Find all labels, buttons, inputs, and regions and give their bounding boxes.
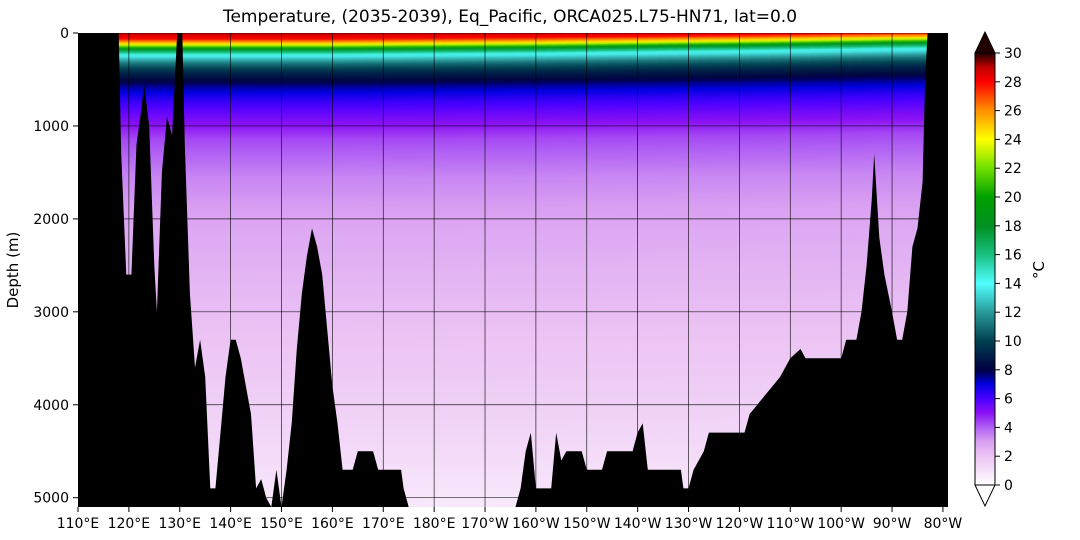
x-tick-label: 110°W [766, 516, 814, 532]
x-axis: 110°E 120°E 130°E 140°E 150°E 160°E 170°E 180°E… [57, 507, 963, 532]
x-tick-label: 110°E [57, 516, 100, 532]
colorbar-tick-label: 22 [1004, 161, 1022, 177]
colorbar-tick-label: 16 [1004, 248, 1022, 264]
x-tick-label: 100°W [817, 516, 865, 532]
colorbar-tick-label: 6 [1004, 392, 1013, 408]
colorbar-tick-label: 26 [1004, 104, 1022, 120]
x-tick-label: 120°W [716, 516, 764, 532]
grid-lines [78, 33, 948, 507]
chart-title: Temperature, (2035-2039), Eq_Pacific, OR… [222, 7, 797, 27]
x-tick-label: 160°W [512, 516, 560, 532]
colorbar-tick-label: 28 [1004, 75, 1022, 91]
x-tick-label: 80°W [924, 516, 963, 532]
colorbar-extend-min [974, 484, 996, 508]
x-tick-label: 160°E [311, 516, 354, 532]
colorbar-tick-label: 18 [1004, 219, 1022, 235]
x-tick-label: 170°E [362, 516, 405, 532]
colorbar-label: °C [1030, 261, 1048, 279]
colorbar-tick-label: 30 [1004, 46, 1022, 62]
y-tick-label: 3000 [33, 305, 69, 321]
colorbar-tick-label: 24 [1004, 132, 1022, 148]
x-tick-label: 90°W [873, 516, 912, 532]
colorbar-tick-label: 0 [1004, 478, 1013, 494]
y-tick-label: 2000 [33, 212, 69, 228]
x-tick-label: 150°E [260, 516, 303, 532]
y-tick-label: 0 [60, 26, 69, 42]
colorbar-extend-max [974, 30, 996, 54]
seafloor-bathymetry [78, 33, 948, 507]
x-tick-label: 120°E [108, 516, 151, 532]
x-tick-label: 170°W [461, 516, 509, 532]
x-tick-label: 180°E [413, 516, 456, 532]
colorbar-tick-label: 10 [1004, 334, 1022, 350]
x-tick-label: 130°W [665, 516, 713, 532]
y-axis: 0 1000 2000 3000 4000 5000 [33, 26, 78, 507]
x-tick-label: 130°E [158, 516, 201, 532]
colorbar-tick-label: 4 [1004, 420, 1013, 436]
colorbar-scale [974, 52, 996, 486]
colorbar-tick-label: 8 [1004, 363, 1013, 379]
y-tick-label: 1000 [33, 119, 69, 135]
colorbar-tick-label: 2 [1004, 449, 1013, 465]
y-tick-label: 5000 [33, 491, 69, 507]
x-tick-label: 150°W [563, 516, 611, 532]
x-tick-label: 140°W [614, 516, 662, 532]
colorbar-tick-label: 20 [1004, 190, 1022, 206]
x-tick-label: 140°E [209, 516, 252, 532]
y-axis-label: Depth (m) [4, 232, 22, 309]
colorbar-tick-label: 12 [1004, 305, 1022, 321]
colorbar-tick-label: 14 [1004, 276, 1022, 292]
plot-area [78, 33, 948, 507]
y-tick-label: 4000 [33, 398, 69, 414]
